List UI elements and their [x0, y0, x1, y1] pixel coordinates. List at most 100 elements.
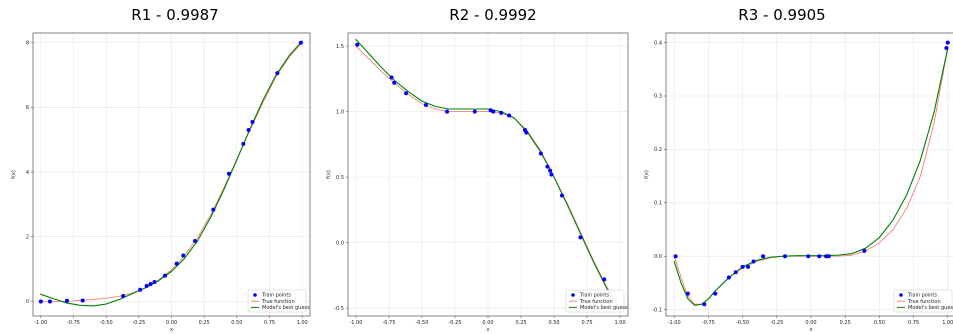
y-axis-label: f(x)	[644, 170, 650, 179]
y-tick-label: 0.0	[336, 240, 344, 246]
train-point	[783, 254, 788, 259]
train-point	[806, 254, 811, 259]
model-guess-line	[673, 47, 949, 306]
train-point	[673, 254, 678, 259]
train-point	[602, 277, 607, 282]
legend-box	[893, 289, 953, 313]
train-point	[64, 298, 69, 303]
train-point	[80, 298, 85, 303]
legend-train-points: Train points	[907, 293, 937, 299]
y-axis-label: f(x)	[326, 170, 332, 179]
x-tick-label: 0.25	[515, 320, 526, 326]
y-tick-label: 8	[26, 40, 29, 46]
x-tick-label: 0.75	[908, 320, 919, 326]
x-axis-label: x	[487, 327, 490, 333]
train-point	[826, 254, 831, 259]
train-point	[138, 287, 143, 292]
chart-r2: R2 - 0.9992 -1.00 -0.75 -0.50 -0.25 0.00 0.25 0…	[326, 6, 629, 333]
train-point	[38, 299, 43, 304]
train-point	[121, 293, 126, 298]
plot-frame	[347, 32, 629, 317]
x-tick-label: -1.00	[668, 320, 681, 326]
train-point	[751, 259, 756, 264]
x-tick-label: 1.00	[297, 320, 308, 326]
model-guess-line	[355, 39, 621, 312]
x-tick-label: -0.75	[67, 320, 80, 326]
train-point	[499, 110, 504, 115]
x-tick-label: -0.50	[100, 320, 113, 326]
y-tick-label: 2	[26, 234, 29, 240]
y-tick-label: 0.4	[654, 40, 662, 46]
x-tick-label: 1.00	[942, 320, 953, 326]
train-point	[545, 164, 550, 169]
y-tick-label: -0.5	[334, 306, 344, 312]
y-tick-label: 6	[26, 105, 29, 111]
x-axis-label: x	[170, 327, 173, 333]
x-tick-label: 0.75	[581, 320, 592, 326]
train-point	[944, 45, 949, 50]
train-point	[945, 40, 950, 45]
x-tick-label: -0.75	[702, 320, 715, 326]
legend-train-marker	[899, 293, 903, 297]
model-guess-line	[40, 40, 303, 307]
train-point	[685, 291, 690, 296]
y-tick-label: 0.3	[654, 94, 662, 100]
x-tick-label: -0.50	[415, 320, 428, 326]
x-tick-label: -0.50	[736, 320, 749, 326]
y-tick-label: 0	[26, 299, 29, 305]
train-point	[226, 171, 231, 176]
chart-panel-r1: R1 - 0.9987 -1.00 -0.75 -0.50 -0.25 0.00 0.25 0…	[0, 0, 318, 334]
x-tick-label: 0.25	[840, 320, 851, 326]
plot-frame	[665, 32, 953, 317]
grid	[666, 33, 953, 316]
x-tick-label: 0.50	[548, 320, 559, 326]
train-point	[152, 280, 157, 285]
train-point	[548, 168, 553, 173]
train-point	[246, 128, 251, 133]
x-tick-label: -1.00	[349, 320, 362, 326]
train-point	[524, 130, 529, 135]
train-point	[726, 275, 731, 280]
train-point	[250, 119, 255, 124]
y-tick-label: 1.5	[336, 44, 344, 50]
legend-train-points: Train points	[579, 293, 609, 299]
chart-title: R3 - 0.9905	[738, 6, 825, 24]
train-point	[193, 238, 198, 243]
legend-train-marker	[253, 293, 257, 297]
x-tick-label: 0.50	[231, 320, 242, 326]
train-point	[862, 248, 867, 253]
train-point	[824, 254, 829, 259]
y-tick-label: -0.1	[652, 307, 662, 313]
y-tick-label: 0.2	[654, 147, 662, 153]
train-point	[174, 261, 179, 266]
x-tick-label: 0.25	[199, 320, 210, 326]
x-tick-label: 0.00	[166, 320, 177, 326]
train-point	[733, 270, 738, 275]
train-point	[355, 42, 360, 47]
train-point	[241, 141, 246, 146]
legend-box	[565, 289, 625, 313]
y-tick-label: 0.5	[336, 175, 344, 181]
train-point	[559, 193, 564, 198]
chart-title: R2 - 0.9992	[449, 6, 536, 24]
x-tick-label: 1.00	[615, 320, 626, 326]
train-point	[817, 254, 822, 259]
train-point	[47, 299, 52, 304]
x-tick-label: 0.75	[264, 320, 275, 326]
x-tick-label: -0.25	[770, 320, 783, 326]
legend-true-function: True function	[907, 299, 941, 305]
x-tick-label: -1.00	[34, 320, 47, 326]
chart-title: R1 - 0.9987	[131, 6, 218, 24]
train-point	[298, 40, 303, 45]
train-point	[472, 109, 477, 114]
x-tick-label: 0.00	[482, 320, 493, 326]
train-point	[392, 80, 397, 85]
y-tick-label: 1.0	[336, 109, 344, 115]
x-tick-label: -0.75	[382, 320, 395, 326]
legend-train-marker	[571, 293, 575, 297]
chart-r3: R3 - 0.9905 -1.00 -0.75 -0.50 -0.25 0.00 0.25 0…	[644, 6, 953, 333]
plot-frame	[32, 32, 311, 317]
y-axis-label: f(x)	[11, 170, 17, 179]
